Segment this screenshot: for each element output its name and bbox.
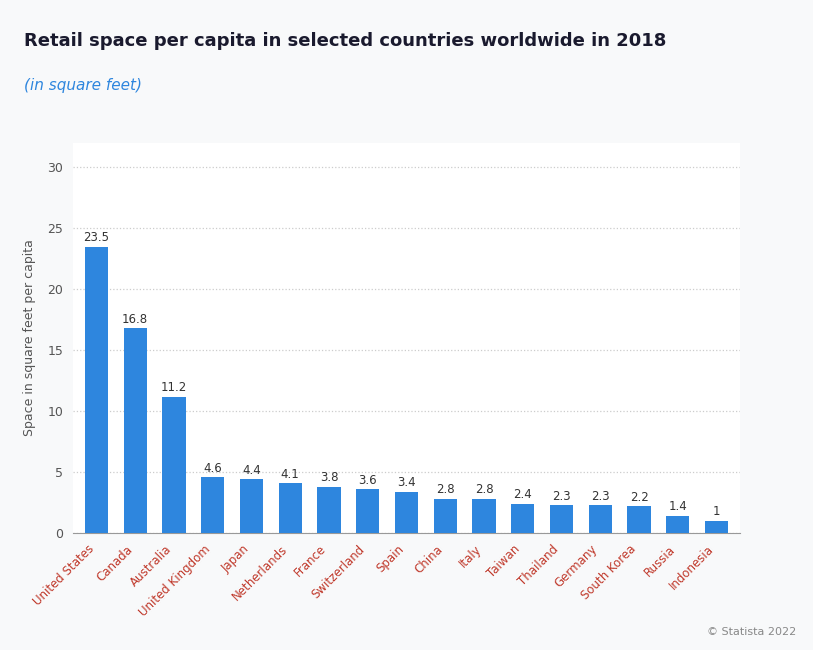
Text: 3.4: 3.4 xyxy=(398,476,415,489)
Bar xyxy=(395,491,418,533)
Y-axis label: Space in square feet per capita: Space in square feet per capita xyxy=(24,240,37,436)
Bar xyxy=(85,246,108,533)
Text: (in square feet): (in square feet) xyxy=(24,78,142,93)
Bar xyxy=(666,516,689,533)
Bar xyxy=(433,499,457,533)
Bar xyxy=(550,505,573,533)
Bar xyxy=(124,328,147,533)
Text: 2.8: 2.8 xyxy=(436,484,454,497)
Text: 1: 1 xyxy=(713,506,720,519)
Text: 4.1: 4.1 xyxy=(280,467,300,480)
Text: 1.4: 1.4 xyxy=(668,500,687,514)
Text: 2.3: 2.3 xyxy=(591,489,610,502)
Bar xyxy=(163,396,185,533)
Text: 4.4: 4.4 xyxy=(242,464,261,477)
Text: 16.8: 16.8 xyxy=(122,313,148,326)
Bar xyxy=(279,483,302,533)
Bar xyxy=(356,489,380,533)
Bar xyxy=(201,477,224,533)
Text: © Statista 2022: © Statista 2022 xyxy=(707,627,797,637)
Text: 2.3: 2.3 xyxy=(552,489,571,502)
Bar xyxy=(705,521,728,533)
Text: 4.6: 4.6 xyxy=(203,462,222,474)
Text: 2.4: 2.4 xyxy=(513,488,533,501)
Bar xyxy=(628,506,650,533)
Text: 3.8: 3.8 xyxy=(320,471,338,484)
Text: 3.6: 3.6 xyxy=(359,474,377,487)
Text: 2.2: 2.2 xyxy=(630,491,649,504)
Bar xyxy=(240,480,263,533)
Text: 11.2: 11.2 xyxy=(161,381,187,394)
Text: 23.5: 23.5 xyxy=(84,231,110,244)
Bar xyxy=(317,487,341,533)
Bar xyxy=(511,504,534,533)
Text: 2.8: 2.8 xyxy=(475,484,493,497)
Bar xyxy=(472,499,496,533)
Text: Retail space per capita in selected countries worldwide in 2018: Retail space per capita in selected coun… xyxy=(24,32,667,51)
Bar xyxy=(589,505,612,533)
